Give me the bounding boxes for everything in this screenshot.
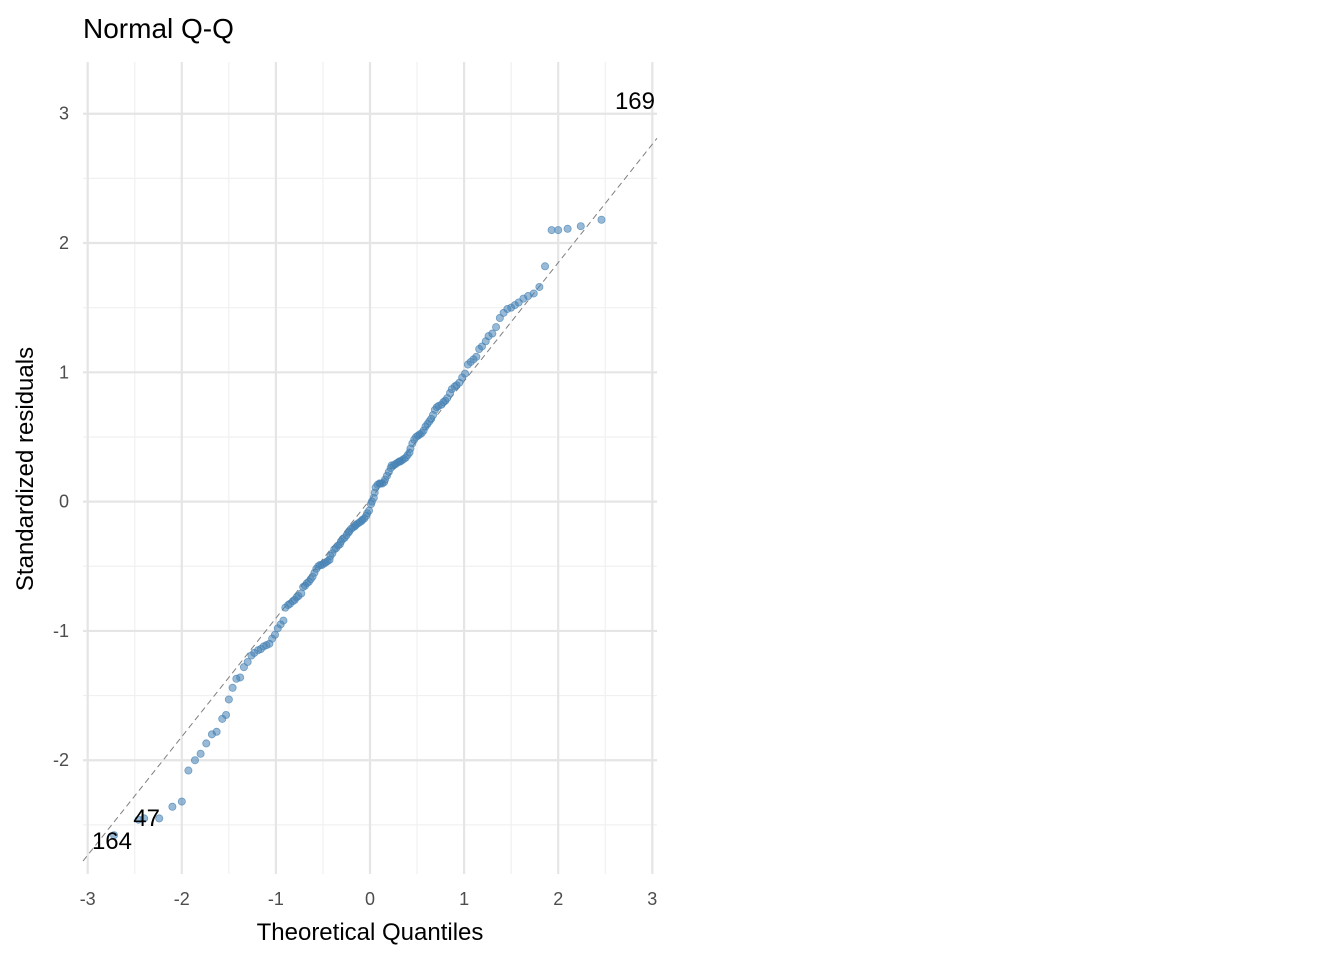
x-axis-label: Theoretical Quantiles [257,919,484,946]
y-tick-label: 3 [59,104,69,124]
x-tick-label: -1 [268,889,284,909]
x-tick-label: 3 [647,889,657,909]
chart-title: Normal Q-Q [83,13,234,44]
x-tick-label: -3 [80,889,96,909]
point-label-47: 47 [133,805,160,832]
y-tick-label: 2 [59,233,69,253]
data-point [228,683,237,692]
data-point [576,222,585,231]
y-tick-label: -1 [53,621,69,641]
data-point [212,727,221,736]
x-tick-label: -2 [174,889,190,909]
data-point [461,369,470,378]
points-layer [110,215,606,840]
data-point [177,797,186,806]
y-tick-label: -2 [53,750,69,770]
y-tick-label: 0 [59,492,69,512]
data-point [184,766,193,775]
x-tick-label: 1 [459,889,469,909]
data-point [279,616,288,625]
data-point [243,657,252,666]
data-point [140,814,149,823]
data-point [472,352,481,361]
tick-labels-layer: -3 -2 -1 0 1 2 3 -2 -1 0 1 2 3 [53,104,657,909]
data-point [554,226,563,235]
data-point [492,323,501,332]
data-point [155,814,164,823]
y-axis-label: Standardized residuals [12,347,39,591]
x-tick-label: 2 [553,889,563,909]
data-point [535,282,544,291]
point-label-169: 169 [615,88,655,115]
data-point [541,262,550,271]
y-tick-label: 1 [59,362,69,382]
data-point [196,749,205,758]
data-point [597,215,606,224]
data-point [270,630,279,639]
grid [83,62,657,874]
data-point [224,695,233,704]
point-label-164: 164 [92,828,132,855]
data-point [168,802,177,811]
data-point [190,756,199,765]
data-point [563,224,572,233]
data-point [529,289,538,298]
data-point [202,739,211,748]
data-point [236,673,245,682]
data-point [222,710,231,719]
data-point [110,831,119,840]
data-point [488,329,497,338]
x-tick-label: 0 [365,889,375,909]
data-point [547,226,556,235]
